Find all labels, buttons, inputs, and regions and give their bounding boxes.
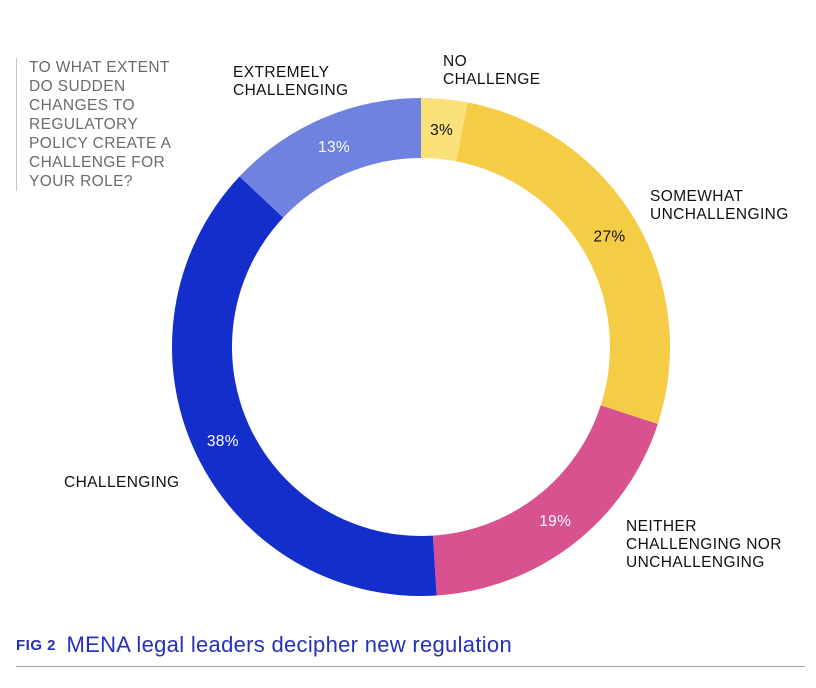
slice-extremely-challenging	[239, 98, 421, 218]
category-label-line: EXTREMELY	[233, 64, 329, 81]
category-label-no-challenge: NO CHALLENGE	[443, 53, 541, 88]
category-label-line: NO	[443, 53, 467, 70]
category-label-line: UNCHALLENGING	[626, 554, 765, 571]
figure-number: FIG 2	[16, 637, 57, 654]
percent-label-somewhat-unchallenging: 27%	[594, 229, 626, 246]
category-label-line: CHALLENGING	[233, 82, 349, 99]
donut-slices	[172, 98, 670, 596]
category-label-line: SOMEWHAT	[650, 188, 743, 205]
category-label-neither-challenging-nor-unchallenging: NEITHER CHALLENGING NOR UNCHALLENGING	[626, 518, 782, 571]
caption-divider	[16, 666, 805, 667]
percent-label-extremely-challenging: 13%	[318, 139, 350, 156]
category-label-challenging: CHALLENGING	[64, 474, 180, 491]
percent-labels: 3% 27% 19% 38% 13%	[207, 122, 626, 530]
survey-question: TO WHAT EXTENT DO SUDDEN CHANGES TO REGU…	[16, 58, 194, 191]
percent-label-neither-challenging-nor-unchallenging: 19%	[539, 513, 571, 530]
figure-caption: FIG 2 MENA legal leaders decipher new re…	[16, 632, 512, 658]
percent-label-challenging: 38%	[207, 433, 239, 450]
category-label-somewhat-unchallenging: SOMEWHAT UNCHALLENGING	[650, 188, 789, 223]
category-label-line: CHALLENGING NOR	[626, 536, 782, 553]
percent-label-no-challenge: 3%	[430, 122, 453, 139]
slice-challenging	[172, 176, 437, 596]
slice-somewhat-unchallenging	[456, 102, 670, 424]
category-label-line: CHALLENGE	[443, 71, 541, 88]
slice-neither-challenging-nor-unchallenging	[432, 405, 658, 596]
category-label-line: UNCHALLENGING	[650, 206, 789, 223]
figure-title: MENA legal leaders decipher new regulati…	[66, 632, 512, 657]
category-label-line: NEITHER	[626, 518, 697, 535]
slice-no-challenge	[421, 98, 468, 162]
category-label-line: CHALLENGING	[64, 474, 180, 491]
category-label-extremely-challenging: EXTREMELY CHALLENGING	[233, 64, 349, 99]
